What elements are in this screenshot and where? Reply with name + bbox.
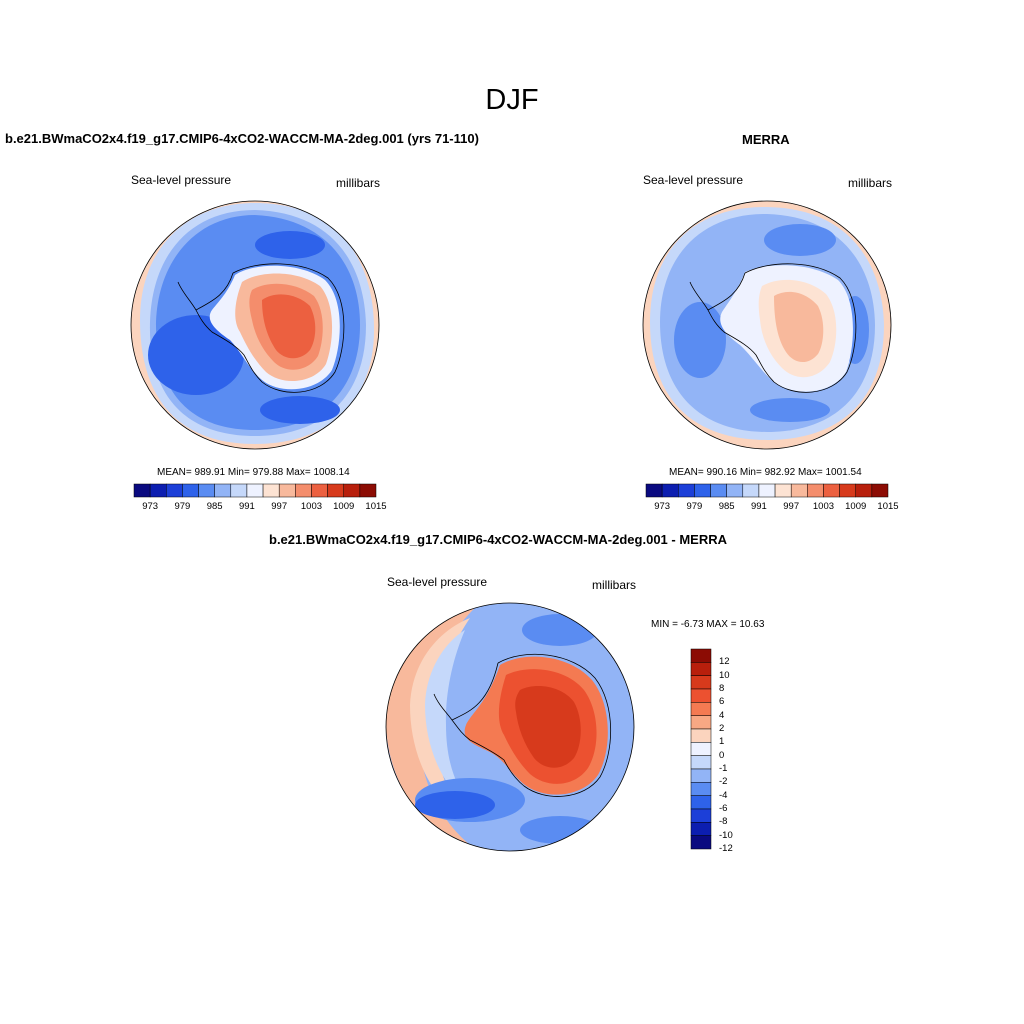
diff-colorbar-swatch	[690, 822, 712, 836]
obs-colorbar-tick-label: 1003	[812, 501, 835, 512]
diff-colorbar-tick-label: -10	[719, 829, 733, 841]
model-colorbar-swatch	[149, 483, 167, 498]
obs-colorbar-tick-label: 1009	[845, 501, 867, 512]
diff-minmax: MIN = -6.73 MAX = 10.63	[651, 619, 765, 630]
diff-colorbar-swatch	[690, 768, 712, 783]
diff-colorbar-swatch	[690, 648, 712, 663]
obs-colorbar-swatch	[807, 483, 824, 498]
model-colorbar-tick-label: 979	[174, 501, 191, 512]
model-colorbar-swatch	[214, 483, 232, 498]
diff-colorbar-tick-label: 10	[719, 669, 730, 681]
diff-colorbar-swatch	[690, 675, 712, 690]
model-colorbar-tick-label: 991	[238, 501, 255, 512]
model-colorbar-swatch	[311, 483, 328, 498]
model-panel-title: b.e21.BWmaCO2x4.f19_g17.CMIP6-4xCO2-WACC…	[5, 131, 479, 146]
diff-colorbar-tick-label: 12	[719, 656, 730, 668]
obs-colorbar-tick-label: 979	[686, 501, 703, 512]
obs-slp-map	[643, 201, 891, 449]
obs-colorbar-swatch	[871, 483, 889, 498]
model-colorbar-tick-label: 985	[206, 501, 223, 512]
model-colorbar-swatch	[166, 483, 183, 498]
diff-colorbar-tick-label: 2	[719, 723, 725, 734]
obs-colorbar-swatch	[661, 483, 679, 498]
diff-colorbar-swatch	[690, 835, 712, 850]
model-stats: MEAN= 989.91 Min= 979.88 Max= 1008.14	[157, 467, 350, 478]
diff-colorbar-swatch	[690, 688, 712, 703]
obs-stats: MEAN= 990.16 Min= 982.92 Max= 1001.54	[669, 467, 862, 478]
model-colorbar-swatch	[198, 483, 215, 498]
obs-colorbar-swatch	[694, 483, 711, 498]
diff-colorbar-tick-label: -6	[719, 803, 728, 814]
diff-colorbar-swatch	[690, 728, 712, 743]
diff-colorbar-swatch	[690, 755, 712, 770]
model-colorbar-swatch	[133, 483, 151, 498]
diff-colorbar-tick-label: 4	[719, 709, 725, 721]
diff-slp-map	[386, 603, 634, 851]
diff-colorbar-swatch	[690, 715, 712, 730]
model-units-label: millibars	[336, 176, 381, 190]
diff-colorbar-swatch	[690, 782, 712, 796]
obs-panel-title: MERRA	[742, 132, 790, 147]
model-colorbar	[133, 483, 377, 498]
model-colorbar-tick-label: 1015	[365, 501, 387, 512]
model-colorbar-tick-label: 997	[271, 501, 288, 512]
obs-colorbar-tick-label: 997	[783, 501, 800, 512]
diff-units-label: millibars	[592, 578, 637, 592]
model-colorbar-tick-label: 1003	[300, 501, 323, 512]
diff-colorbar-tick-label: 1	[719, 736, 725, 748]
model-colorbar-tick-label: 973	[142, 501, 159, 512]
diff-colorbar-tick-label: 6	[719, 696, 725, 708]
diff-panel-title: b.e21.BWmaCO2x4.f19_g17.CMIP6-4xCO2-WACC…	[269, 532, 727, 547]
obs-colorbar-swatch	[790, 483, 808, 498]
model-map-border	[130, 200, 380, 450]
obs-colorbar-tick-label: 985	[718, 501, 735, 512]
diff-colorbar-swatch	[690, 808, 712, 823]
model-colorbar-swatch	[343, 483, 361, 498]
obs-colorbar-swatch	[839, 483, 856, 498]
diff-field-label: Sea-level pressure	[387, 575, 488, 589]
model-colorbar-tick-label: 1009	[333, 501, 355, 512]
obs-colorbar-swatch	[855, 483, 873, 498]
diff-colorbar-tick-label: -1	[719, 763, 728, 774]
obs-colorbar-swatch	[710, 483, 727, 498]
obs-colorbar-tick-label: 973	[654, 501, 671, 512]
obs-map-border	[642, 200, 892, 450]
obs-colorbar-swatch	[823, 483, 840, 498]
diff-colorbar-swatch	[690, 662, 712, 676]
model-colorbar-swatch	[182, 483, 199, 498]
diff-colorbar-tick-label: 0	[719, 749, 725, 761]
model-colorbar-swatch	[246, 483, 264, 498]
diff-colorbar	[690, 648, 712, 850]
obs-colorbar-swatch	[678, 483, 695, 498]
diff-colorbar-tick-label: -2	[719, 776, 728, 788]
model-colorbar-swatch	[359, 483, 377, 498]
model-colorbar-swatch	[327, 483, 344, 498]
obs-colorbar-swatch	[645, 483, 663, 498]
model-slp-map	[131, 201, 379, 449]
diff-colorbar-tick-label: -4	[719, 789, 728, 801]
diff-colorbar-tick-label: -12	[719, 843, 733, 854]
obs-units-label: millibars	[848, 176, 893, 190]
model-field-label: Sea-level pressure	[131, 173, 232, 187]
season-title: DJF	[485, 84, 539, 116]
obs-colorbar-tick-label: 1015	[877, 501, 899, 512]
obs-field-label: Sea-level pressure	[643, 173, 744, 187]
diff-map-border	[385, 602, 635, 852]
diff-colorbar-swatch	[690, 795, 712, 810]
model-colorbar-swatch	[230, 483, 248, 498]
diff-colorbar-swatch	[690, 702, 712, 716]
obs-colorbar-swatch	[758, 483, 776, 498]
obs-colorbar-swatch	[742, 483, 760, 498]
diff-colorbar-swatch	[690, 742, 712, 756]
model-colorbar-swatch	[295, 483, 312, 498]
obs-colorbar-swatch	[726, 483, 744, 498]
diff-colorbar-tick-label: -8	[719, 816, 728, 828]
diff-colorbar-tick-label: 8	[719, 683, 725, 694]
model-colorbar-swatch	[278, 483, 296, 498]
obs-colorbar	[645, 483, 889, 498]
model-colorbar-swatch	[262, 483, 280, 498]
obs-colorbar-swatch	[774, 483, 792, 498]
obs-colorbar-tick-label: 991	[750, 501, 767, 512]
